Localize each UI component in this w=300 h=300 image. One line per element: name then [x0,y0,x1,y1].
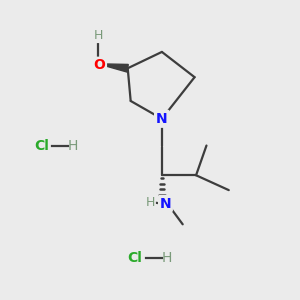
Text: Cl: Cl [128,251,142,266]
Text: N: N [160,196,171,211]
Text: O: O [94,58,105,72]
Text: N: N [156,112,168,126]
Polygon shape [98,64,128,72]
Text: H: H [68,139,78,152]
Text: H: H [93,29,103,42]
Text: H: H [161,251,172,266]
Text: H: H [146,196,155,208]
Text: Cl: Cl [34,139,49,152]
